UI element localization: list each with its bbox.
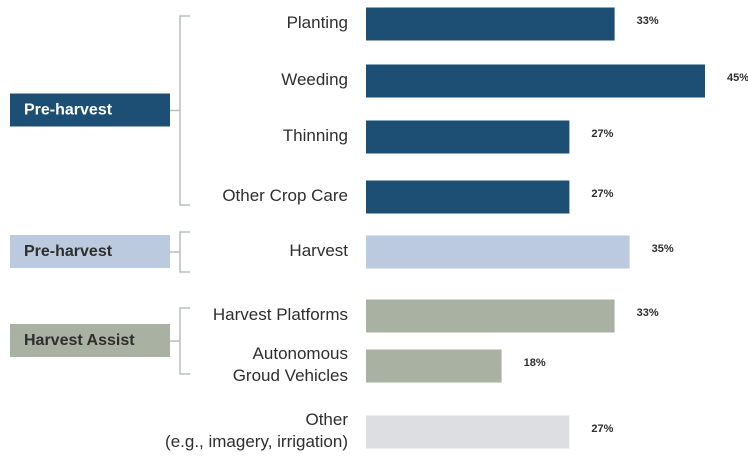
- category-label: Weeding: [281, 70, 348, 89]
- category-label: Autonomous Groud Vehicles: [233, 344, 348, 385]
- value-label: 33%: [637, 307, 659, 319]
- bracket: [179, 15, 190, 206]
- category-label: Harvest: [289, 241, 348, 260]
- bar: [366, 7, 615, 41]
- value-label: 35%: [652, 243, 674, 255]
- bracket: [179, 307, 190, 375]
- category-label: Other (e.g., imagery, irrigation): [165, 410, 348, 451]
- category-line: Weeding: [281, 70, 348, 89]
- category-line: Other Crop Care: [222, 186, 348, 205]
- group-label: Pre-harvest: [24, 102, 113, 119]
- group-box: [10, 324, 170, 357]
- category-label: Other Crop Care: [222, 186, 348, 205]
- bar: [366, 299, 615, 333]
- value-label: 27%: [591, 423, 613, 435]
- group-label: Harvest Assist: [24, 332, 135, 349]
- category-line: (e.g., imagery, irrigation): [165, 432, 348, 451]
- bar: [366, 349, 502, 383]
- group-label: Pre-harvest: [24, 243, 113, 260]
- group-box: [10, 235, 170, 268]
- group-box: [10, 93, 170, 127]
- bar: [366, 64, 705, 98]
- bar: [366, 415, 570, 449]
- category-line: Groud Vehicles: [233, 366, 348, 385]
- value-label: 27%: [591, 188, 613, 200]
- bar: [366, 235, 630, 269]
- category-label: Thinning: [283, 126, 348, 145]
- category-line: Other: [305, 410, 348, 429]
- bar: [366, 120, 570, 154]
- value-label: 18%: [524, 357, 546, 369]
- category-line: Harvest: [289, 241, 348, 260]
- value-label: 45%: [727, 72, 748, 84]
- category-line: Thinning: [283, 126, 348, 145]
- category-line: Harvest Platforms: [213, 305, 348, 324]
- category-line: Planting: [287, 13, 348, 32]
- bracket: [179, 231, 190, 273]
- category-line: Autonomous: [253, 344, 348, 363]
- value-label: 33%: [637, 15, 659, 27]
- category-label: Planting: [287, 13, 348, 32]
- value-label: 27%: [591, 128, 613, 140]
- category-label: Harvest Platforms: [213, 305, 348, 324]
- bar: [366, 180, 570, 214]
